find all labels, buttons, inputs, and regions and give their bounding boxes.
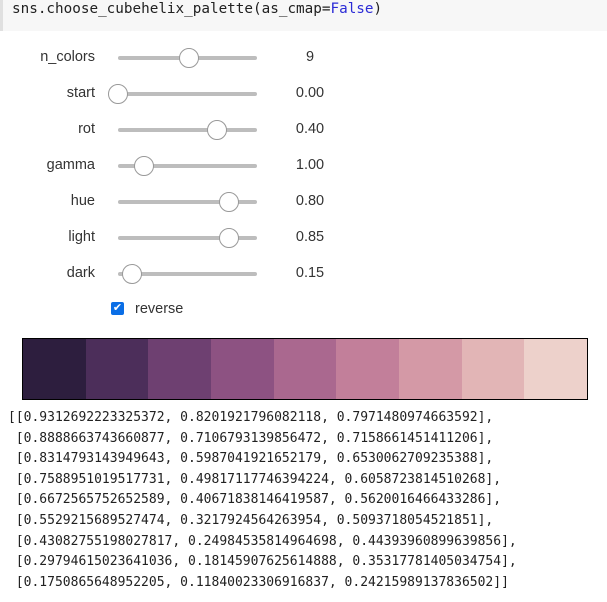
- output-line: [0.5529215689527474, 0.3217924564263954,…: [8, 512, 494, 528]
- palette-swatches: [22, 338, 588, 400]
- slider-label: n_colors: [40, 49, 95, 65]
- slider-light[interactable]: [118, 228, 257, 248]
- palette-swatch: [461, 339, 525, 399]
- code-cell[interactable]: sns.choose_cubehelix_palette(as_cmap=Fal…: [0, 0, 607, 31]
- output-line: [0.1750865648952205, 0.11840023306916837…: [8, 574, 509, 590]
- slider-row-hue: hue 0.80: [0, 190, 400, 214]
- slider-value: 1.00: [295, 157, 325, 173]
- output-line: [0.6672565752652589, 0.40671838146419587…: [8, 492, 502, 508]
- slider-label: hue: [70, 193, 95, 209]
- palette-swatch: [148, 339, 212, 399]
- palette-swatch: [524, 339, 588, 399]
- slider-label: dark: [66, 265, 95, 281]
- slider-handle[interactable]: [121, 264, 142, 284]
- reverse-label: reverse: [135, 301, 184, 317]
- output-array: [[0.9312692223325372, 0.8201921796082118…: [8, 408, 517, 593]
- slider-handle[interactable]: [108, 84, 128, 104]
- output-line: [0.8314793143949643, 0.5987041921652179,…: [8, 451, 494, 467]
- code-prefix: sns.choose_cubehelix_palette(as_cmap=: [12, 1, 331, 17]
- slider-value: 0.80: [295, 193, 325, 209]
- slider-row-n_colors: n_colors 9: [0, 46, 400, 70]
- slider-row-start: start 0.00: [0, 82, 400, 106]
- slider-row-dark: dark 0.15: [0, 262, 400, 286]
- slider-value: 0.40: [295, 121, 325, 137]
- slider-label: light: [68, 229, 95, 245]
- slider-value: 9: [305, 49, 315, 65]
- slider-label: rot: [78, 121, 95, 137]
- output-line: [0.8888663743660877, 0.7106793139856472,…: [8, 430, 494, 446]
- slider-handle[interactable]: [219, 192, 240, 212]
- palette-swatch: [336, 339, 400, 399]
- palette-swatch: [399, 339, 462, 399]
- slider-n_colors[interactable]: [118, 48, 257, 68]
- palette-swatch: [211, 339, 274, 399]
- output-line: [0.29794615023641036, 0.1814590762561488…: [8, 554, 517, 570]
- palette-swatch: [85, 339, 149, 399]
- slider-hue[interactable]: [118, 192, 257, 212]
- slider-handle[interactable]: [219, 228, 240, 248]
- slider-handle[interactable]: [134, 156, 155, 176]
- slider-start[interactable]: [108, 84, 257, 104]
- slider-value: 0.00: [295, 85, 325, 101]
- palette-swatch: [23, 339, 86, 399]
- slider-row-light: light 0.85: [0, 226, 400, 250]
- slider-rot[interactable]: [118, 120, 257, 140]
- slider-value: 0.15: [295, 265, 325, 281]
- code-suffix: ): [373, 1, 383, 17]
- slider-handle[interactable]: [206, 120, 227, 140]
- palette-swatch: [273, 339, 337, 399]
- slider-handle[interactable]: [178, 48, 199, 68]
- slider-gamma[interactable]: [118, 156, 257, 176]
- output-line: [[0.9312692223325372, 0.8201921796082118…: [8, 410, 494, 425]
- output-line: [0.43082755198027817, 0.2498453581496469…: [8, 533, 517, 549]
- slider-label: start: [66, 85, 95, 101]
- reverse-checkbox[interactable]: ✔: [111, 302, 124, 315]
- output-line: [0.7588951019517731, 0.49817117746394224…: [8, 471, 502, 487]
- check-icon: ✔: [112, 302, 123, 314]
- code-keyword: False: [330, 1, 374, 17]
- slider-value: 0.85: [295, 229, 325, 245]
- slider-label: gamma: [46, 157, 95, 173]
- slider-dark[interactable]: [118, 264, 257, 284]
- code-text: sns.choose_cubehelix_palette(as_cmap=Fal…: [12, 1, 382, 17]
- slider-row-gamma: gamma 1.00: [0, 154, 400, 178]
- slider-row-rot: rot 0.40: [0, 118, 400, 142]
